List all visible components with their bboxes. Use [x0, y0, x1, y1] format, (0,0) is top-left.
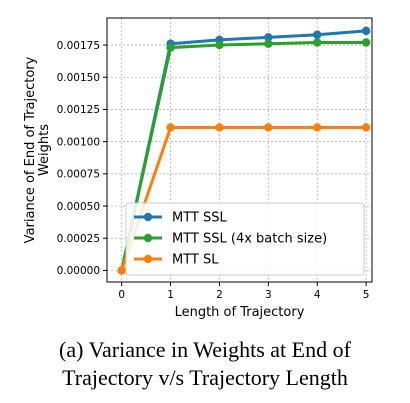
x-tick-label: 3	[265, 289, 272, 301]
plot-frame	[106, 17, 373, 283]
series-line-mtt-sl	[120, 125, 367, 271]
data-point-mtt-ssl-4x-batch-size	[215, 40, 224, 50]
data-point-mtt-sl	[313, 123, 322, 132]
data-point-mtt-ssl-4x-batch-size	[361, 38, 371, 47]
data-point-mtt-ssl	[313, 30, 322, 39]
figure-caption: (a) Variance in Weights at End of Trajec…	[0, 336, 410, 392]
y-tick-label: 0.00125	[57, 104, 100, 116]
x-axis-ticks: 0 1 2 3 4 5	[118, 282, 369, 301]
data-point-mtt-ssl	[264, 33, 273, 42]
x-tick-label: 2	[216, 289, 223, 301]
legend-marker	[143, 254, 153, 264]
data-point-mtt-sl	[215, 123, 224, 132]
legend-label: MTT SL	[172, 253, 219, 268]
series-group	[117, 26, 371, 275]
y-axis-label-line: Variance of End of Trajectory	[23, 56, 38, 243]
y-tick-label: 0.00050	[57, 201, 100, 213]
data-point-mtt-sl	[361, 123, 371, 132]
y-tick-label: 0.00000	[57, 265, 100, 277]
legend-marker	[143, 233, 153, 243]
y-tick-label: 0.00075	[57, 169, 100, 181]
x-tick-label: 5	[363, 289, 370, 301]
data-point-mtt-ssl	[361, 26, 371, 36]
legend-label: MTT SSL (4x batch size)	[172, 232, 327, 247]
data-point-mtt-sl	[264, 123, 273, 132]
y-tick-label: 0.00100	[57, 136, 100, 148]
data-point-mtt-ssl-4x-batch-size	[166, 43, 175, 52]
data-point-mtt-sl	[117, 266, 126, 275]
legend-label: MTT SSL	[172, 211, 228, 226]
data-point-mtt-sl	[166, 123, 175, 132]
x-tick-label: 0	[118, 289, 125, 301]
data-point-mtt-ssl-4x-batch-size	[264, 39, 273, 48]
variance-line-chart: 0 1 2 3 4 5 0.00000 0.00025 0.00050 0.00075 0.001…	[23, 17, 373, 320]
series-line-mtt-ssl-4x-batch-size	[120, 40, 367, 271]
x-tick-label: 1	[167, 289, 174, 301]
caption-line-1: (a) Variance in Weights at End of	[59, 337, 351, 362]
legend: MTT SSL MTT SSL (4x batch size) MTT SL	[125, 202, 365, 276]
y-tick-label: 0.00175	[57, 40, 100, 52]
x-axis-label: Length of Trajectory	[175, 305, 305, 320]
data-point-mtt-ssl-4x-batch-size	[313, 38, 322, 47]
y-tick-label: 0.00150	[57, 72, 100, 84]
y-axis-label-line: Weights	[37, 124, 52, 176]
y-axis-ticks: 0.00000 0.00025 0.00050 0.00075 0.00100 0.001…	[57, 40, 107, 277]
y-tick-label: 0.00025	[57, 233, 100, 245]
y-axis-label: Variance of End of Trajectory Weights	[23, 56, 52, 243]
legend-box	[125, 202, 365, 276]
legend-marker	[143, 212, 153, 222]
x-tick-label: 4	[314, 289, 321, 301]
caption-line-2: Trajectory v/s Trajectory Length	[62, 365, 348, 390]
